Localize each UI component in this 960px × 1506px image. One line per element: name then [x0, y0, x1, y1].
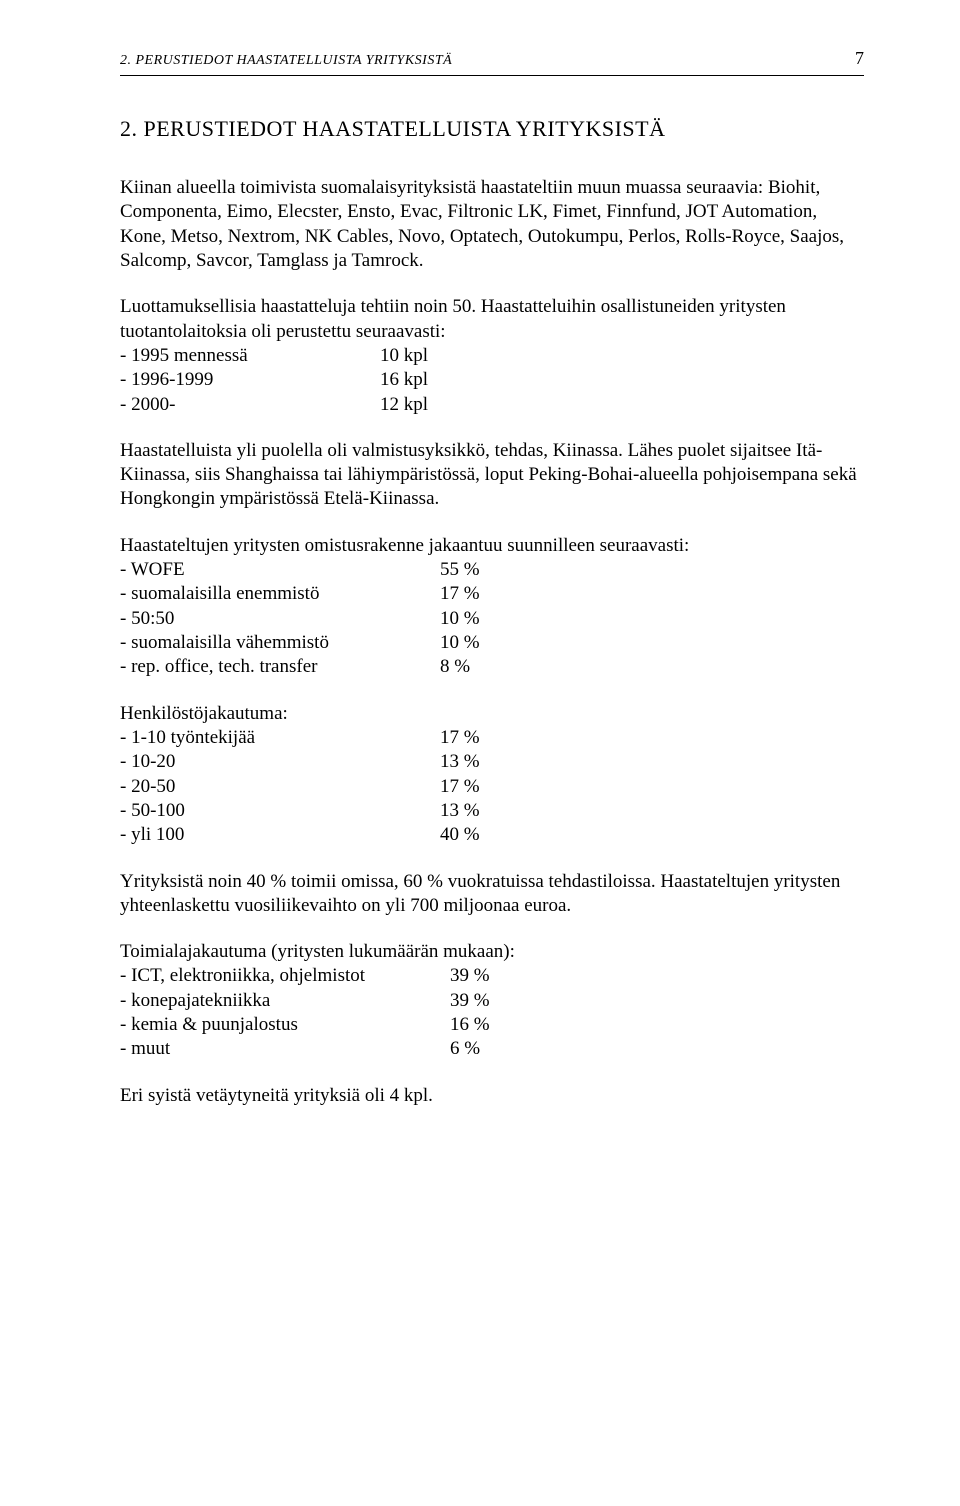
list-value: 13 %: [440, 750, 480, 774]
list-value: 39 %: [450, 964, 490, 988]
paragraph-intro: Kiinan alueella toimivista suomalaisyrit…: [120, 176, 864, 273]
list-label: - 2000-: [120, 393, 380, 417]
page-number: 7: [855, 48, 864, 69]
list-value: 17 %: [440, 775, 480, 799]
section-title: 2. PERUSTIEDOT HAASTATELLUISTA YRITYKSIS…: [120, 116, 864, 142]
list-label: - muut: [120, 1037, 450, 1061]
list-value: 6 %: [450, 1037, 480, 1061]
running-header: 2. PERUSTIEDOT HAASTATELLUISTA YRITYKSIS…: [120, 48, 864, 69]
list-item: - WOFE 55 %: [120, 558, 864, 582]
paragraph-location: Haastatelluista yli puolella oli valmist…: [120, 439, 864, 512]
list-value: 10 %: [440, 607, 480, 631]
header-rule: [120, 75, 864, 76]
list-item: - suomalaisilla enemmistö 17 %: [120, 582, 864, 606]
list-label: - ICT, elektroniikka, ohjelmistot: [120, 964, 450, 988]
list-item: - 10-20 13 %: [120, 750, 864, 774]
list-label: - 10-20: [120, 750, 440, 774]
list-value: 10 %: [440, 631, 480, 655]
list-label: - 20-50: [120, 775, 440, 799]
list-item: - kemia & puunjalostus 16 %: [120, 1013, 864, 1037]
sector-lead: Toimialajakautuma (yritysten lukumäärän …: [120, 940, 864, 964]
list-value: 16 kpl: [380, 368, 428, 392]
list-item: - ICT, elektroniikka, ohjelmistot 39 %: [120, 964, 864, 988]
list-item: - 2000- 12 kpl: [120, 393, 864, 417]
list-item: - rep. office, tech. transfer 8 %: [120, 655, 864, 679]
list-label: - 1996-1999: [120, 368, 380, 392]
list-item: - suomalaisilla vähemmistö 10 %: [120, 631, 864, 655]
ownership-block: Haastateltujen yritysten omistusrakenne …: [120, 534, 864, 680]
ownership-lead: Haastateltujen yritysten omistusrakenne …: [120, 534, 864, 558]
paragraph-withdrawn: Eri syistä vetäytyneitä yrityksiä oli 4 …: [120, 1084, 864, 1108]
sector-block: Toimialajakautuma (yritysten lukumäärän …: [120, 940, 864, 1062]
list-item: - 20-50 17 %: [120, 775, 864, 799]
founded-lead: Luottamuksellisia haastatteluja tehtiin …: [120, 295, 864, 344]
list-label: - suomalaisilla vähemmistö: [120, 631, 440, 655]
list-value: 17 %: [440, 582, 480, 606]
list-value: 12 kpl: [380, 393, 428, 417]
list-value: 8 %: [440, 655, 470, 679]
list-item: - 1-10 työntekijää 17 %: [120, 726, 864, 750]
list-label: - suomalaisilla enemmistö: [120, 582, 440, 606]
list-item: - 50-100 13 %: [120, 799, 864, 823]
list-label: - konepajatekniikka: [120, 989, 450, 1013]
list-item: - muut 6 %: [120, 1037, 864, 1061]
list-label: - 1995 mennessä: [120, 344, 380, 368]
list-label: - WOFE: [120, 558, 440, 582]
list-value: 17 %: [440, 726, 480, 750]
list-label: - 50-100: [120, 799, 440, 823]
list-item: - 1996-1999 16 kpl: [120, 368, 864, 392]
list-value: 16 %: [450, 1013, 490, 1037]
list-item: - 1995 mennessä 10 kpl: [120, 344, 864, 368]
running-title: 2. PERUSTIEDOT HAASTATELLUISTA YRITYKSIS…: [120, 53, 452, 69]
list-value: 13 %: [440, 799, 480, 823]
staff-block: Henkilöstöjakautuma: - 1-10 työntekijää …: [120, 702, 864, 848]
list-item: - 50:50 10 %: [120, 607, 864, 631]
staff-lead: Henkilöstöjakautuma:: [120, 702, 864, 726]
list-label: - rep. office, tech. transfer: [120, 655, 440, 679]
list-label: - kemia & puunjalostus: [120, 1013, 450, 1037]
list-value: 55 %: [440, 558, 480, 582]
founded-block: Luottamuksellisia haastatteluja tehtiin …: [120, 295, 864, 417]
list-value: 40 %: [440, 823, 480, 847]
list-label: - yli 100: [120, 823, 440, 847]
list-label: - 50:50: [120, 607, 440, 631]
list-item: - konepajatekniikka 39 %: [120, 989, 864, 1013]
paragraph-facilities: Yrityksistä noin 40 % toimii omissa, 60 …: [120, 870, 864, 919]
list-value: 39 %: [450, 989, 490, 1013]
list-label: - 1-10 työntekijää: [120, 726, 440, 750]
list-value: 10 kpl: [380, 344, 428, 368]
list-item: - yli 100 40 %: [120, 823, 864, 847]
